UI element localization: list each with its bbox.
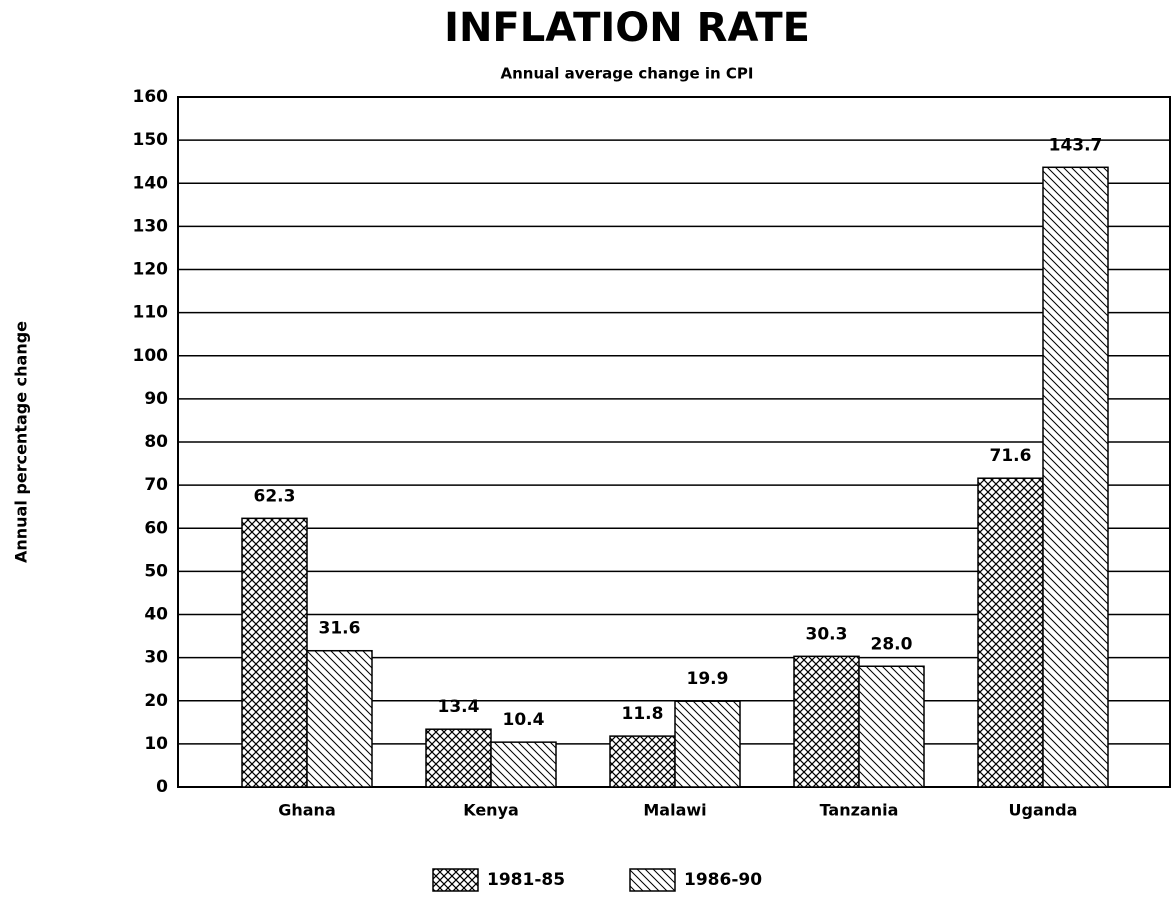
bar [977,477,1044,788]
bar [1042,166,1109,788]
y-tick-label: 30 [144,648,168,668]
y-tick-label: 150 [133,130,169,150]
value-label: 28.0 [871,634,913,654]
y-tick-label: 0 [156,777,168,797]
y-tick-label: 90 [144,389,168,409]
y-tick-label: 50 [144,561,168,581]
legend-label: 1981-85 [487,870,565,890]
legend-swatch [629,868,676,892]
bar [306,649,373,788]
value-label: 13.4 [438,697,480,717]
bar [793,655,860,788]
y-tick-label: 160 [133,87,169,107]
x-tick-label: Uganda [1009,801,1078,820]
y-tick-label: 70 [144,475,168,495]
bar [609,735,676,788]
x-tick-label: Kenya [463,801,519,820]
value-label: 10.4 [503,710,545,730]
value-label: 62.3 [254,486,296,506]
bar [490,741,557,788]
x-tick-label: Malawi [643,801,706,820]
value-label: 71.6 [990,446,1032,466]
y-tick-label: 120 [133,260,169,280]
chart-subtitle: Annual average change in CPI [501,65,754,83]
chart-title: INFLATION RATE [444,5,810,51]
y-axis-label: Annual percentage change [12,321,31,563]
legend-label: 1986-90 [684,870,762,890]
y-tick-label: 130 [133,216,169,236]
bar [858,665,925,788]
y-tick-label: 10 [144,734,168,754]
y-tick-label: 60 [144,518,168,538]
value-label: 11.8 [622,704,664,724]
x-tick-label: Tanzania [820,801,899,820]
y-tick-label: 110 [133,303,169,323]
y-tick-label: 140 [133,173,169,193]
y-tick-label: 40 [144,605,168,625]
bar [674,700,741,788]
legend-swatch [432,868,479,892]
value-label: 143.7 [1049,135,1103,155]
value-label: 19.9 [687,669,729,689]
bar [425,728,492,788]
value-label: 30.3 [806,624,848,644]
bar [241,517,308,788]
y-tick-label: 80 [144,432,168,452]
value-label: 31.6 [319,619,361,639]
y-tick-label: 100 [133,346,169,366]
y-tick-label: 20 [144,691,168,711]
x-tick-label: Ghana [278,801,336,820]
